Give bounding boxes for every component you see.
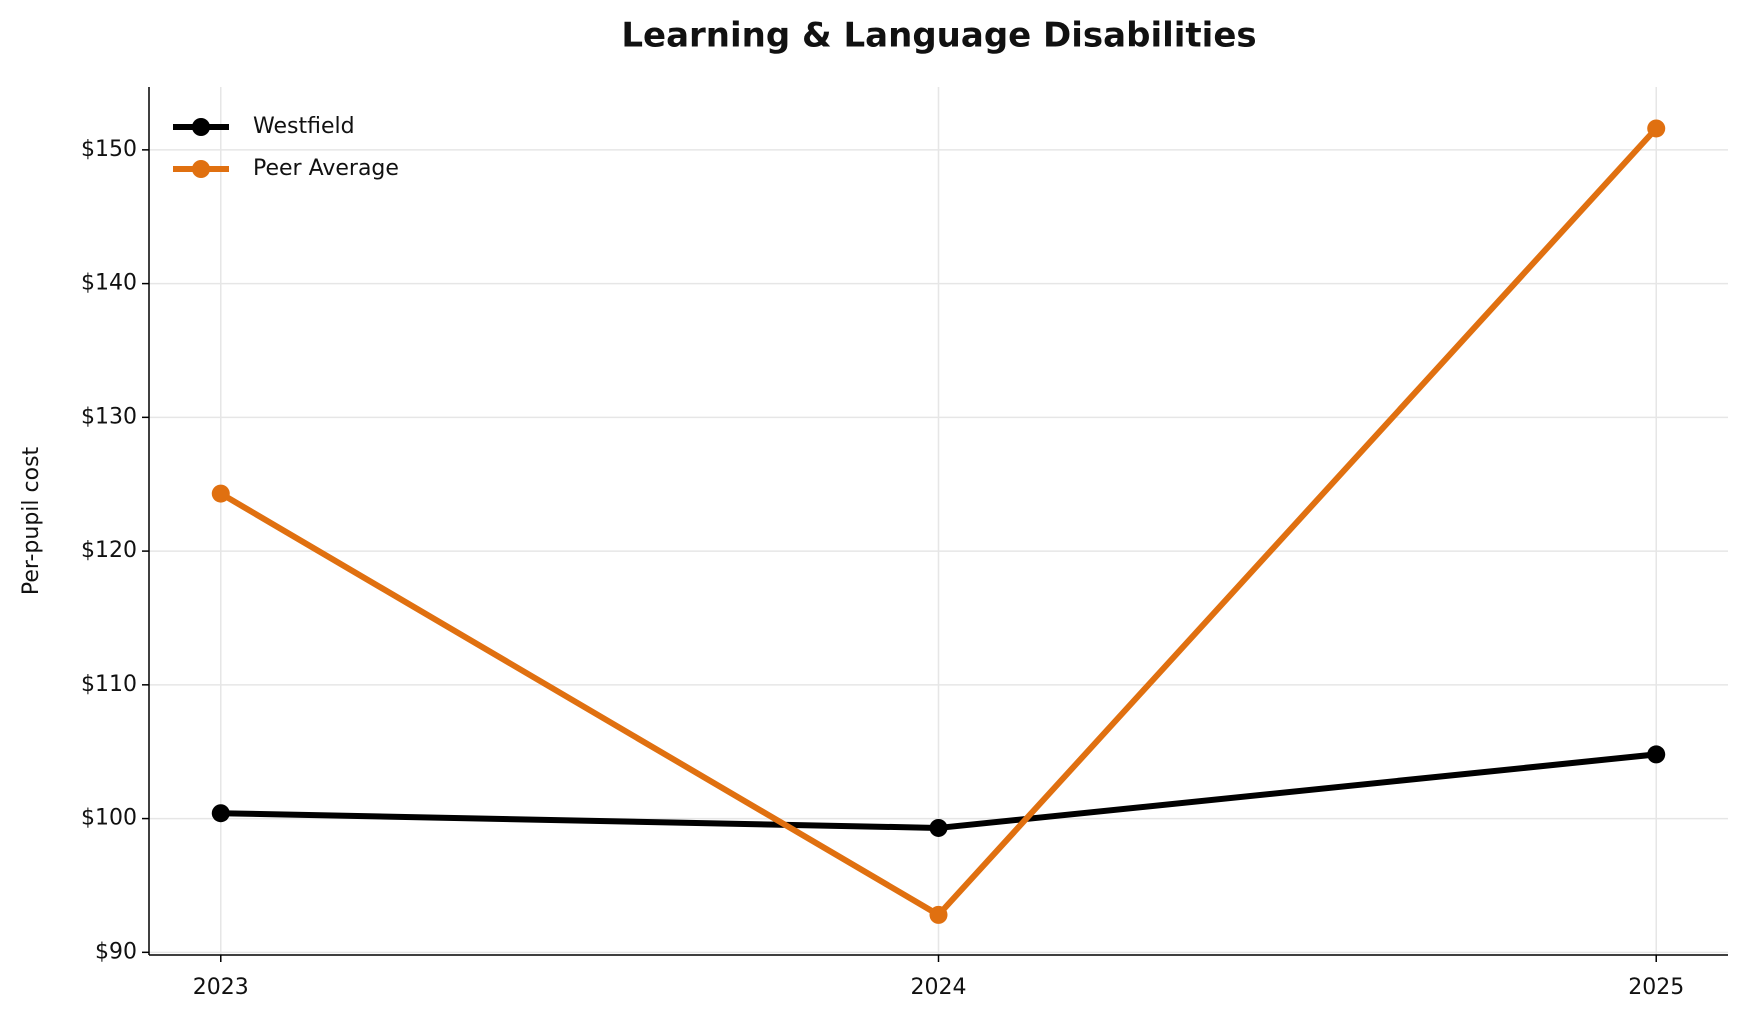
legend-marker: [192, 118, 210, 136]
y-tick-label: $110: [81, 672, 137, 697]
x-tick-label: 2024: [911, 975, 967, 1000]
y-tick-label: $90: [95, 939, 137, 964]
legend-marker: [192, 160, 210, 178]
data-point: [211, 804, 230, 823]
data-point: [929, 818, 948, 837]
y-tick-label: $140: [81, 271, 137, 296]
data-point: [1647, 119, 1666, 138]
y-tick-label: $100: [81, 806, 137, 831]
data-point: [211, 484, 230, 503]
y-tick-label: $150: [81, 137, 137, 162]
y-tick-label: $130: [81, 404, 137, 429]
chart-title: Learning & Language Disabilities: [621, 16, 1256, 56]
x-tick-label: 2023: [193, 975, 249, 1000]
data-point: [929, 905, 948, 924]
legend-label: Westfield: [253, 114, 355, 139]
y-tick-label: $120: [81, 538, 137, 563]
y-axis-label: Per-pupil cost: [19, 446, 44, 595]
x-tick-label: 2025: [1628, 975, 1684, 1000]
data-point: [1647, 745, 1666, 764]
legend-label: Peer Average: [253, 156, 399, 181]
